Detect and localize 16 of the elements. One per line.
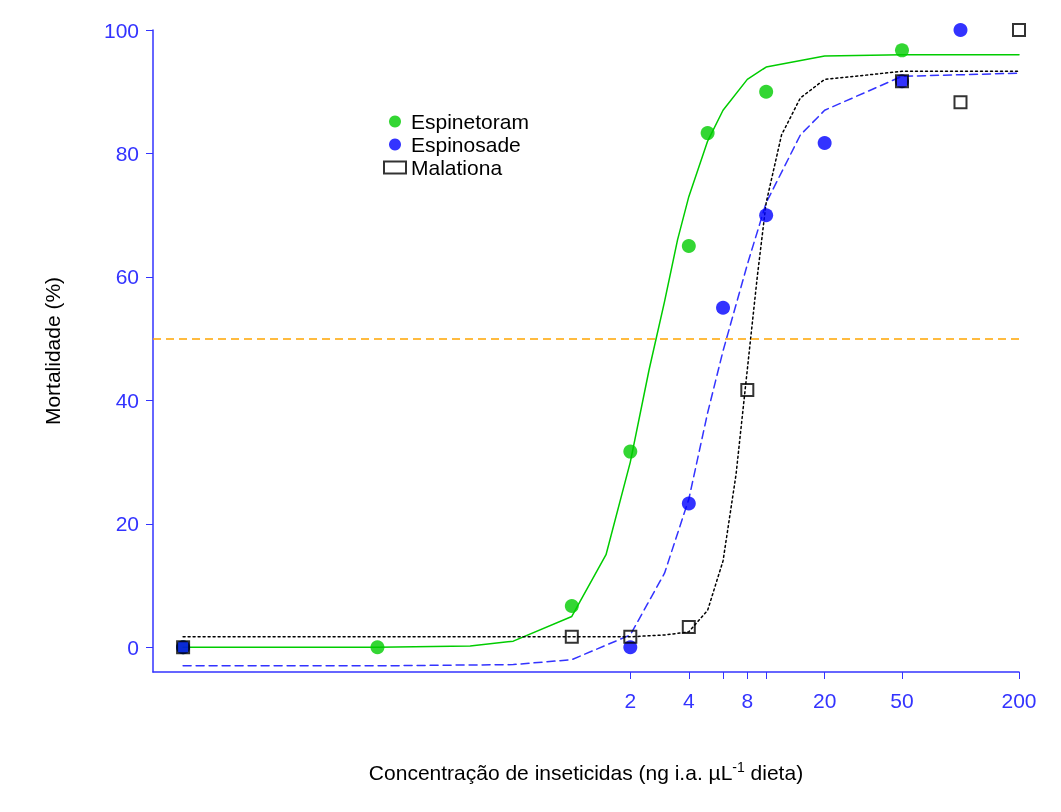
x-tick-label: 4 xyxy=(682,689,695,712)
x-tick-label: 200 xyxy=(1001,689,1037,712)
legend-label: Malationa xyxy=(411,156,503,179)
y-tick-label: 20 xyxy=(115,512,139,536)
y-tick-label: 60 xyxy=(115,265,139,289)
y-tick-label: 100 xyxy=(103,18,139,42)
x-tick-label: 50 xyxy=(890,689,914,712)
legend-label: Espinosade xyxy=(411,133,521,156)
y-tick-label: 0 xyxy=(127,635,139,659)
y-tick-label: 40 xyxy=(115,388,139,412)
x-tick-label: 8 xyxy=(741,689,754,712)
legend-label: Espinetoram xyxy=(411,110,529,133)
y-tick-label: 80 xyxy=(115,141,139,165)
x-tick-label: 2 xyxy=(624,689,637,712)
x-tick-label: 20 xyxy=(812,689,837,712)
y-axis-title: Mortalidade (%) xyxy=(41,276,64,426)
